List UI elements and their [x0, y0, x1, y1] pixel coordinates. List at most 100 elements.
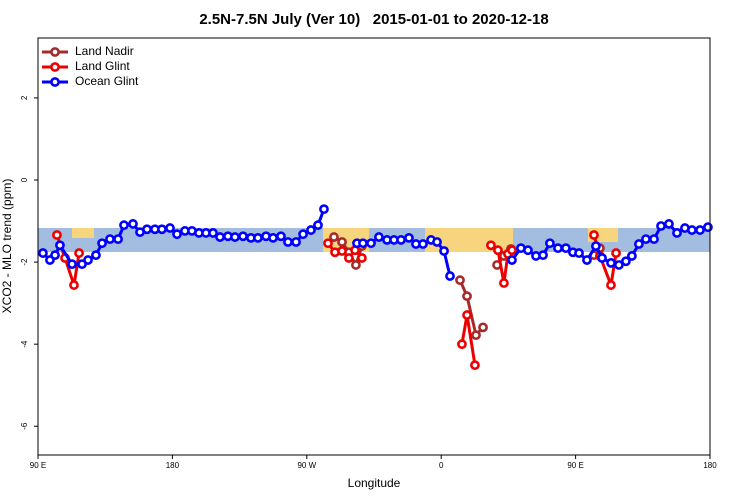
data-point [119, 220, 129, 231]
data-point [574, 248, 584, 258]
legend-marker [50, 77, 60, 87]
data-point [457, 339, 467, 350]
legend-label: Land Glint [75, 59, 130, 73]
x-axis-label: Longitude [348, 476, 401, 490]
plot-frame [37, 37, 711, 456]
plot-area [38, 204, 713, 371]
data-point [268, 232, 278, 243]
data-point [611, 248, 621, 258]
data-point [215, 232, 225, 242]
y-tick-label: 2 [20, 95, 29, 100]
data-point [626, 251, 637, 261]
y-tick-label: -2 [20, 258, 29, 266]
data-point [230, 232, 240, 242]
data-point [172, 229, 182, 240]
data-point [695, 225, 705, 235]
data-point [337, 237, 347, 247]
data-point [91, 250, 101, 261]
data-point [113, 234, 123, 245]
data-point [597, 253, 607, 263]
data-point [253, 232, 263, 243]
data-point [306, 225, 316, 235]
data-point [538, 250, 548, 261]
x-tick-label: 90 E [30, 461, 46, 470]
data-point [656, 221, 666, 231]
legend-marker [50, 62, 60, 72]
x-tick-label: 90 W [297, 461, 316, 470]
legend-label: Land Nadir [75, 44, 134, 58]
y-tick-label: -4 [20, 340, 29, 348]
data-point [455, 275, 465, 286]
data-point [649, 234, 659, 245]
data-point [687, 225, 697, 235]
data-point [366, 238, 376, 249]
data-point [470, 360, 480, 371]
data-point [319, 204, 329, 215]
legend-label: Ocean Glint [75, 74, 139, 88]
data-point [374, 232, 384, 242]
data-point [545, 238, 555, 249]
legend-item: Land Nadir [42, 44, 134, 58]
data-point [323, 238, 333, 249]
data-point [432, 237, 442, 247]
data-point [128, 219, 138, 229]
data-point [493, 245, 503, 256]
data-point [337, 246, 347, 256]
data-point [67, 259, 77, 270]
data-point [589, 230, 599, 240]
data-point [641, 234, 651, 245]
data-point [69, 280, 79, 290]
data-point [74, 248, 84, 258]
data-point [83, 255, 93, 265]
data-point [276, 231, 286, 242]
data-point [462, 291, 472, 302]
data-point [208, 228, 218, 238]
chart-title: 2.5N-7.5N July (Ver 10) 2015-01-01 to 20… [199, 11, 548, 28]
data-point [507, 245, 517, 256]
data-point [344, 253, 354, 263]
data-point [606, 258, 616, 268]
data-point [462, 310, 472, 320]
data-point [507, 255, 517, 265]
data-point [291, 237, 301, 247]
data-point [313, 220, 323, 231]
data-point [606, 280, 616, 290]
data-point [351, 260, 361, 270]
y-tick-label: 0 [20, 177, 29, 182]
data-point [298, 229, 308, 240]
data-point [471, 330, 481, 341]
data-point [396, 235, 406, 245]
data-point [445, 271, 455, 281]
data-point [582, 255, 592, 265]
legend-marker [50, 47, 60, 57]
x-tick-label: 0 [439, 461, 444, 470]
data-point [499, 278, 509, 288]
x-tick-label: 90 E [567, 461, 583, 470]
data-point [157, 224, 167, 235]
x-tick-label: 180 [166, 461, 180, 470]
data-point [664, 219, 674, 229]
data-point [486, 240, 496, 251]
land-patch [72, 228, 94, 238]
data-point [238, 231, 248, 242]
data-point [97, 238, 107, 249]
data-point [55, 240, 65, 251]
x-tick-label: 180 [703, 461, 717, 470]
legend-item: Land Glint [42, 59, 130, 73]
data-point [672, 228, 682, 238]
data-point [478, 322, 488, 333]
data-point [591, 241, 601, 251]
data-point [142, 224, 152, 235]
data-point [634, 239, 644, 249]
data-point [329, 232, 339, 242]
legend-item: Ocean Glint [42, 74, 139, 88]
data-point [614, 260, 624, 270]
data-point [50, 250, 60, 261]
data-point [283, 237, 293, 247]
data-point [52, 230, 62, 240]
data-point [105, 234, 115, 245]
data-point [418, 239, 428, 249]
data-point [439, 246, 449, 256]
y-tick-label: -6 [20, 422, 29, 430]
